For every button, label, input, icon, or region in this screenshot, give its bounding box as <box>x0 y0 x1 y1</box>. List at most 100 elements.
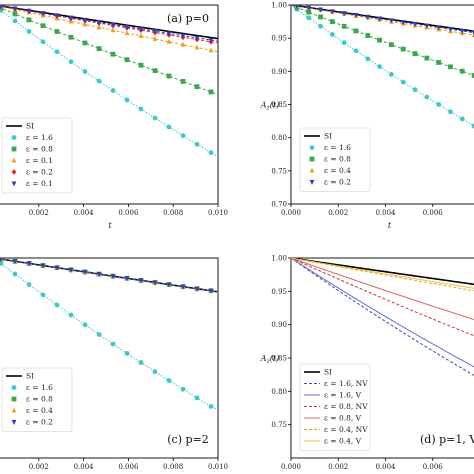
data-point <box>110 51 116 57</box>
data-point <box>180 33 186 39</box>
legend-box <box>1 117 73 194</box>
legend-label: ε = 0.2 <box>26 418 53 427</box>
x-tick-label: 0.002 <box>29 463 49 471</box>
legend-label: ε = 0.4 <box>324 166 351 175</box>
data-point <box>12 271 18 277</box>
data-point <box>436 60 442 65</box>
legend-marker <box>11 157 17 163</box>
data-point <box>208 47 214 53</box>
data-point <box>208 89 214 95</box>
legend-marker <box>11 181 17 187</box>
legend-marker <box>11 420 17 425</box>
data-point <box>471 32 474 38</box>
x-tick-label: 0.010 <box>208 209 228 217</box>
x-tick-label: 0.004 <box>74 209 95 217</box>
data-point <box>26 17 32 23</box>
y-tick-label: 0.80 <box>271 134 287 142</box>
data-point <box>306 15 312 21</box>
data-point <box>54 29 60 34</box>
legend-marker <box>309 145 315 150</box>
data-point <box>124 57 130 63</box>
data-point <box>166 378 172 383</box>
x-tick-label: 0.004 <box>375 209 396 217</box>
x-tick-label: 0.002 <box>328 463 348 471</box>
legend-label: ε = 0.8 <box>26 145 53 154</box>
data-point <box>365 56 371 62</box>
data-point <box>26 29 32 34</box>
legend-label: ε = 0.8 <box>324 155 351 164</box>
plot-area <box>291 258 474 376</box>
data-point <box>377 64 382 70</box>
data-point <box>365 33 371 38</box>
legend-label: ε = 0.1 <box>26 156 53 165</box>
data-point <box>110 341 116 347</box>
x-tick-label: 0.006 <box>118 209 139 217</box>
legend: SI ε = 1.6, NV ε = 1.6, V ε = 0.8, NV ε = 0.… <box>299 363 371 451</box>
data-point <box>40 39 46 45</box>
data-point <box>124 24 130 30</box>
data-point <box>96 272 102 278</box>
data-point <box>68 34 74 40</box>
x-tick-label: 0.008 <box>163 463 183 471</box>
data-point <box>82 69 88 74</box>
panel-b: 0.000 0.002 0.004 0.006 0.70 0.75 0.80 0.85 0.90… <box>260 2 474 230</box>
data-point <box>124 276 130 282</box>
data-point <box>26 282 32 287</box>
data-point <box>26 8 32 14</box>
x-axis-label: t <box>388 221 392 230</box>
x-tick-label: 0.010 <box>208 463 228 471</box>
y-tick-label: 0.85 <box>271 101 287 109</box>
data-point <box>436 102 442 107</box>
legend-marker <box>309 156 315 162</box>
legend-marker <box>309 180 315 185</box>
x-tick-label: 0.002 <box>328 209 348 217</box>
plot-frame <box>0 257 219 459</box>
plot-area <box>0 5 218 158</box>
data-point <box>138 278 144 284</box>
data-point <box>138 26 144 32</box>
legend-marker <box>11 385 17 390</box>
data-point <box>166 31 172 37</box>
data-point <box>40 292 46 298</box>
legend: SI ε = 1.6 ε = 0.8 ε = 0.4 ε = 0.2 <box>299 127 371 192</box>
data-point <box>82 17 88 23</box>
data-point <box>152 280 158 286</box>
data-point <box>0 258 3 263</box>
data-point <box>96 46 102 51</box>
data-point <box>471 73 474 78</box>
data-point <box>318 14 323 20</box>
legend-marker <box>11 135 17 140</box>
y-tick-label: 1.00 <box>271 255 287 263</box>
series-line <box>0 261 218 412</box>
series-line <box>0 8 218 158</box>
x-tick-label: 0.004 <box>375 463 396 471</box>
series-line <box>0 258 218 293</box>
plot-frame <box>0 4 219 205</box>
data-point <box>329 9 335 15</box>
data-point <box>124 97 130 103</box>
data-point <box>152 369 158 375</box>
data-point <box>306 9 312 15</box>
data-point <box>448 64 453 70</box>
data-point <box>194 44 200 50</box>
legend-label: ε = 0.2 <box>26 168 53 177</box>
data-point <box>166 282 172 288</box>
data-point <box>68 267 74 273</box>
data-point <box>110 88 116 93</box>
data-point <box>0 5 3 10</box>
data-point <box>353 48 359 54</box>
data-point <box>110 27 116 33</box>
data-point <box>96 78 102 84</box>
series-line <box>0 5 218 53</box>
data-point <box>353 28 359 34</box>
data-point <box>208 38 214 44</box>
data-point <box>54 265 60 271</box>
series-line <box>291 258 474 289</box>
data-point <box>0 260 4 266</box>
data-point <box>412 51 418 57</box>
data-point <box>471 123 474 129</box>
legend-marker <box>11 407 17 413</box>
data-point <box>166 124 172 130</box>
data-point <box>40 11 46 17</box>
data-point <box>459 28 465 34</box>
